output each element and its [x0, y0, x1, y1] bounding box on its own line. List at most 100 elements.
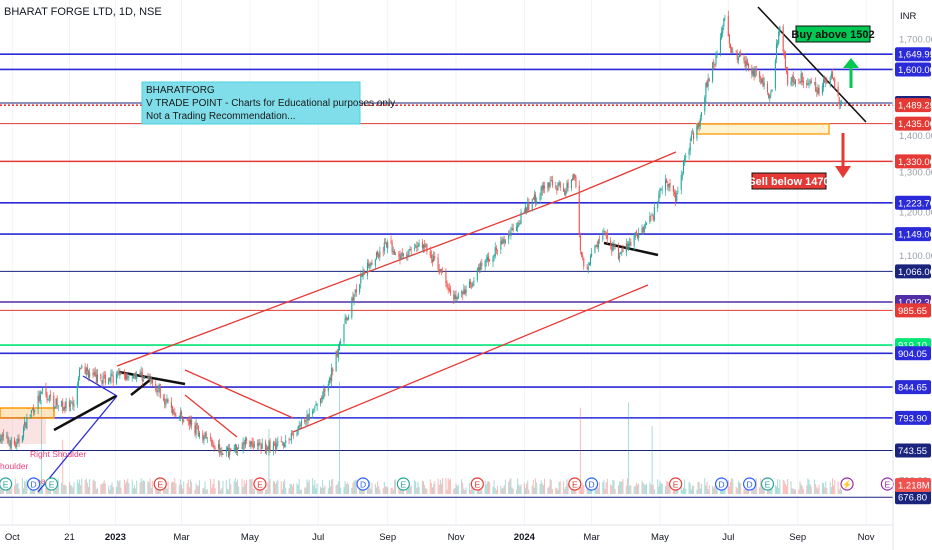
wedge-upper-line[interactable] — [82, 375, 118, 397]
candle-body — [418, 243, 420, 247]
wedge-lower-line[interactable] — [37, 395, 118, 493]
candle-body — [442, 271, 444, 273]
event-marker[interactable]: ⚡ — [840, 477, 854, 491]
volume-bar — [431, 487, 433, 494]
svg-text:D: D — [360, 480, 366, 490]
volume-bar — [799, 481, 801, 494]
volume-bar — [409, 486, 411, 494]
time-scale[interactable]: Oct 21 2023 Mar May Jul Sep Nov 2024 Mar May Jul Sep… — [5, 532, 875, 543]
candle-body — [157, 389, 159, 392]
volume-bar — [88, 486, 90, 494]
volume-bar — [810, 486, 812, 494]
volume-bar — [347, 484, 349, 494]
volume-bar — [621, 481, 623, 494]
price-level-tag: 1,600.00 — [895, 62, 932, 77]
volume-bar — [242, 486, 244, 494]
candle-body — [197, 425, 199, 436]
black-neckline-1[interactable] — [118, 370, 186, 386]
event-marker[interactable]: E — [568, 477, 582, 491]
candle-body — [484, 260, 486, 267]
candle-body — [642, 227, 644, 233]
candle-body — [473, 280, 475, 282]
candle-body — [447, 287, 449, 289]
volume-bar — [29, 489, 31, 494]
volume-bar — [332, 478, 334, 494]
volume-bar — [518, 484, 520, 494]
candle-body — [794, 79, 797, 85]
volume-bar — [211, 487, 213, 494]
candle-body — [275, 442, 277, 450]
falling-channel-lower[interactable] — [184, 394, 238, 438]
candle-body — [479, 267, 481, 271]
volume-bar — [792, 488, 794, 494]
candle-body — [736, 52, 738, 60]
candle-body — [658, 195, 660, 203]
black-trendline-3[interactable] — [130, 379, 151, 396]
x-tick-label: Nov — [858, 532, 875, 543]
descending-resistance-line[interactable] — [757, 6, 867, 123]
candle-body — [164, 398, 166, 405]
breakout-line[interactable] — [577, 151, 677, 194]
x-tick-label: 2024 — [514, 532, 536, 543]
volume-bar — [148, 482, 150, 494]
volume-bar — [136, 480, 138, 494]
event-marker[interactable]: E — [470, 477, 484, 491]
candle-body — [587, 266, 589, 270]
candle-body — [79, 368, 81, 378]
candle-body — [728, 34, 730, 44]
candle-body — [799, 81, 801, 83]
candle-body — [57, 405, 59, 407]
candle-body — [759, 71, 761, 79]
event-marker[interactable]: E — [880, 477, 894, 491]
event-marker[interactable]: E — [253, 477, 267, 491]
candle-body — [793, 82, 795, 84]
event-marker[interactable]: E — [396, 477, 410, 491]
support-zone-box[interactable] — [696, 123, 830, 135]
volume-bar — [723, 489, 725, 494]
candle-body — [124, 375, 127, 380]
event-marker[interactable]: D — [714, 477, 729, 491]
event-marker[interactable]: E — [153, 477, 167, 491]
candle-body — [801, 72, 803, 83]
event-marker[interactable]: E — [44, 477, 59, 491]
volume-bar — [245, 479, 247, 494]
trend-drawings — [0, 6, 867, 493]
candle-body — [131, 377, 133, 379]
falling-channel-upper[interactable] — [184, 369, 294, 419]
volume-bar — [375, 487, 377, 494]
volume-bar — [175, 483, 177, 494]
channel-top-line[interactable] — [116, 192, 579, 367]
event-marker[interactable]: E — [669, 477, 683, 491]
x-tick-label: Oct — [5, 532, 20, 543]
volume-bar — [132, 488, 134, 494]
candle-body — [489, 259, 491, 261]
volume-bar — [367, 489, 369, 494]
volume-bar — [617, 485, 619, 494]
event-marker[interactable]: D — [584, 477, 599, 491]
event-marker[interactable]: E — [0, 477, 13, 491]
volume-bar — [682, 487, 684, 494]
event-marker[interactable]: D — [742, 477, 757, 491]
volume-bar — [182, 488, 184, 494]
event-marker[interactable]: D — [356, 477, 370, 491]
volume-bar — [120, 487, 122, 494]
black-trendline-2[interactable] — [53, 394, 117, 432]
candle-body — [377, 251, 379, 256]
channel-bottom-line[interactable] — [292, 284, 649, 433]
price-scale[interactable]: 1,700.00 1,400.00 1,300.00 1,200.00 1,100.00… — [895, 34, 932, 505]
volume-bar — [274, 481, 276, 494]
event-marker[interactable]: E — [760, 477, 775, 491]
volume-bar — [265, 489, 267, 494]
x-tick-label: 21 — [64, 532, 75, 543]
candle-body — [829, 77, 831, 86]
candle-body — [42, 388, 44, 391]
volume-bar — [461, 479, 463, 494]
candle-body — [359, 284, 361, 293]
volume-bar — [657, 479, 659, 494]
volume-bar — [492, 486, 494, 494]
candle-body — [249, 441, 251, 447]
volume-bar — [829, 481, 831, 494]
volume-bar — [495, 489, 497, 494]
event-marker[interactable]: D — [27, 477, 41, 491]
